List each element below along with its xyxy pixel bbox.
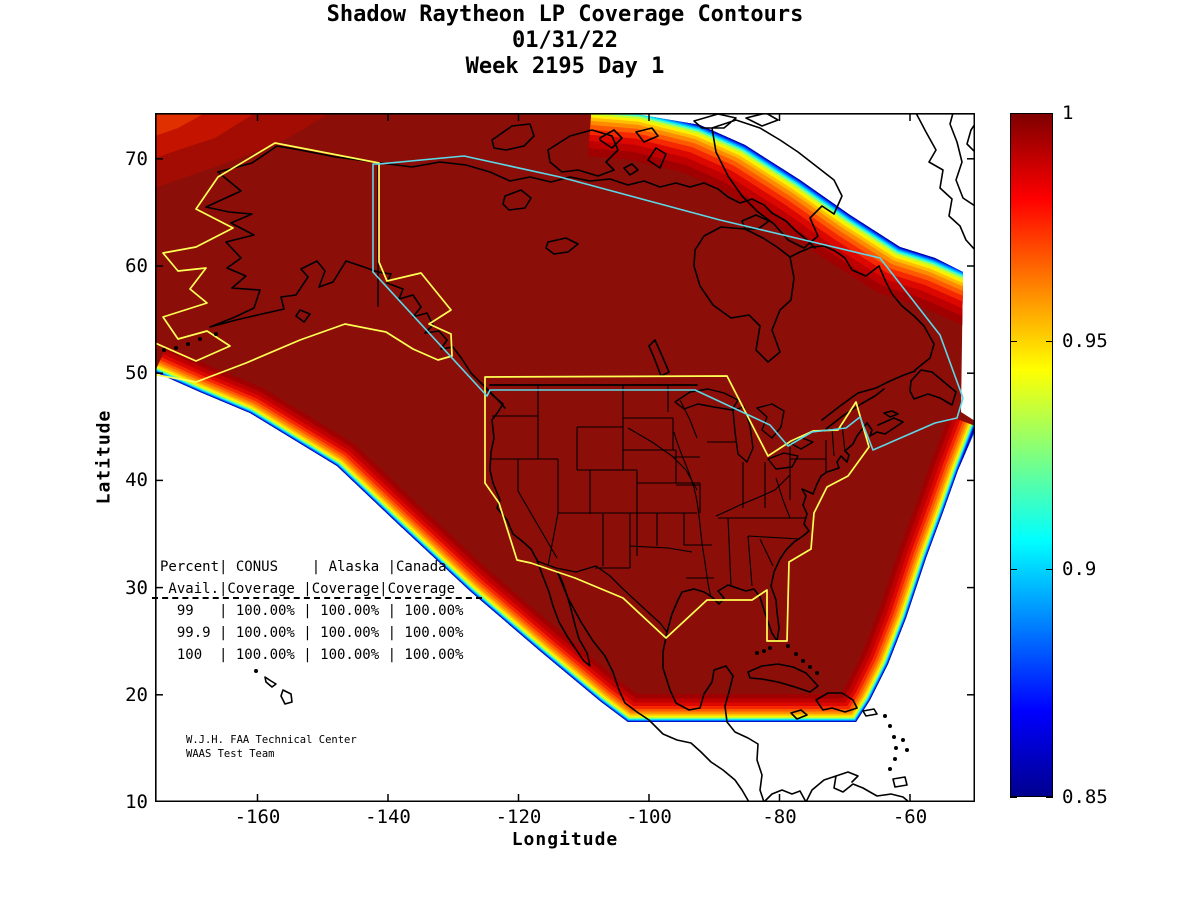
x-tick-label: -120: [495, 806, 542, 828]
coastline-newfoundland: [909, 369, 957, 406]
coverage-table-header-line: Avail.|Coverage |Coverage|Coverage: [160, 581, 456, 597]
state-borders-west: [490, 385, 700, 569]
coastline-hawaii: [264, 676, 293, 705]
y-tick-label: 70: [125, 147, 148, 170]
colorbar-tick-mark: [1010, 341, 1017, 342]
coverage-table-row: 99.9 | 100.00% | 100.00% | 100.00%: [160, 625, 464, 641]
coverage-table-header-line: Percent| CONUS | Alaska |Canada: [160, 559, 447, 575]
y-tick-label: 30: [125, 576, 148, 599]
coastline-south-america: [763, 771, 910, 802]
coastline-maritimes: [866, 410, 904, 437]
attribution-line1: W.J.H. FAA Technical Center: [186, 734, 357, 746]
colorbar-tick-label: 0.9: [1062, 558, 1097, 580]
colorbar-tick-mark: [1010, 113, 1017, 114]
x-tick-label: -60: [892, 806, 928, 828]
coverage-table-row: 99 | 100.00% | 100.00% | 100.00%: [160, 603, 464, 619]
state-borders-central: [627, 385, 714, 598]
coastlines-layer: [205, 113, 975, 802]
coastline-alaska-westcoast: [205, 145, 750, 802]
y-axis-label: Latitude: [93, 409, 115, 505]
attribution: W.J.H. FAA Technical Center WAAS Test Tea…: [186, 733, 357, 761]
plot-title: Shadow Raytheon LP Coverage Contours 01/3…: [155, 2, 975, 80]
colorbar-tick-label: 1: [1062, 102, 1074, 124]
coastline-caribbean: [747, 663, 908, 788]
x-axis-label: Longitude: [511, 829, 619, 850]
state-borders-layer: [490, 385, 846, 598]
coastline-hudson-bay: [693, 214, 795, 363]
coverage-map: [155, 113, 975, 802]
x-tick-label: -140: [365, 806, 411, 828]
coverage-step-patch-3: [155, 113, 205, 136]
x-tick-label: -80: [762, 806, 797, 828]
x-tick-label: -160: [234, 806, 281, 828]
colorbar-tick-mark: [1046, 113, 1053, 114]
x-tick-label: -100: [626, 806, 672, 828]
coastline-gulf-centralamerica: [662, 631, 765, 802]
canada-service-boundary: [372, 155, 964, 451]
coastline-arctic-mainland: [380, 161, 816, 249]
attribution-line2: WAAS Test Team: [186, 748, 275, 760]
coastline-arctic-islands: [491, 113, 843, 249]
alaska-service-boundary: [155, 142, 453, 383]
plot-title-date: 01/31/22: [512, 28, 618, 53]
y-tick-label: 10: [125, 791, 148, 813]
y-tick-label: 40: [125, 469, 148, 492]
coastline-labrador: [789, 245, 935, 371]
y-tick-label: 60: [125, 255, 148, 277]
colorbar-tick-label: 0.95: [1062, 330, 1108, 352]
plot-title-line1: Shadow Raytheon LP Coverage Contours: [326, 2, 804, 27]
colorbar-tick-mark: [1046, 797, 1053, 798]
border-us-mexico: [536, 560, 668, 633]
colorbar-tick-mark: [1046, 341, 1053, 342]
coastline-greenland: [915, 113, 975, 251]
coastline-us-gulf-atlantic: [666, 422, 868, 642]
colorbar-tick-mark: [1010, 797, 1017, 798]
coverage-table-rows: 99 | 100.00% | 100.00% | 100.00% 99.9 | …: [160, 600, 464, 666]
coastline-stlawrence: [821, 370, 916, 430]
colorbar-tick-mark: [1046, 569, 1053, 570]
y-tick-label: 50: [125, 362, 148, 385]
colorbar: [1010, 113, 1053, 797]
colorbar-tick-mark: [1010, 569, 1017, 570]
colorbar-tick-label: 0.85: [1062, 786, 1108, 808]
plot-title-week: Week 2195 Day 1: [465, 54, 665, 79]
coverage-table-divider: [152, 597, 482, 599]
y-tick-label: 20: [125, 683, 148, 706]
plot-border: [155, 113, 975, 802]
island-dots: [162, 332, 909, 771]
coverage-table-header: Percent| CONUS | Alaska |Canada Avail.|C…: [160, 556, 455, 600]
state-borders-midwest: [673, 399, 791, 517]
coverage-table-row: 100 | 100.00% | 100.00% | 100.00%: [160, 647, 464, 663]
state-borders-east: [718, 423, 846, 587]
